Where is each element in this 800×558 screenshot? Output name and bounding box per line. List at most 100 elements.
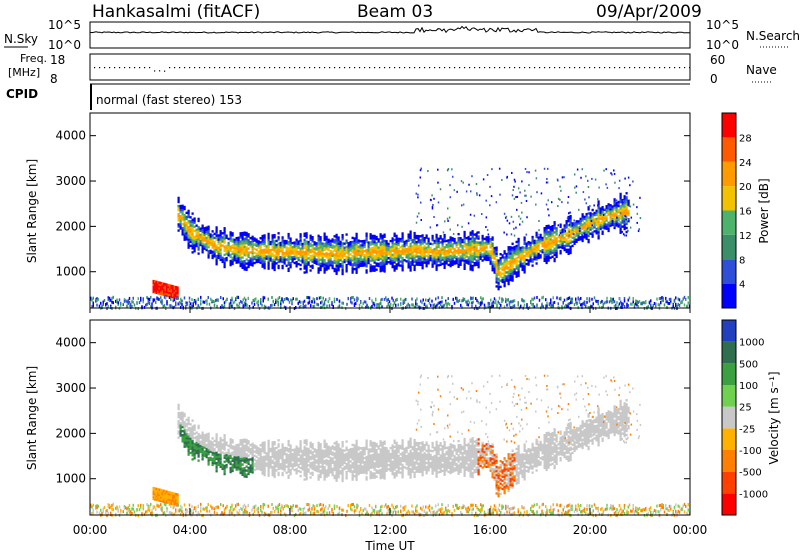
power-echo-cell [248,247,250,249]
velocity-echo-cell [178,404,180,406]
velocity-echo-cell [236,464,238,466]
velocity-echo-cell [200,441,202,443]
power-echo-cell [236,247,238,249]
power-echo-cell [342,242,344,244]
power-echo-cell [216,263,218,265]
velocity-echo-cell [240,470,242,472]
power-echo-cell [532,246,534,248]
power-clutter-cell [656,298,658,301]
velocity-echo-cell [282,451,284,453]
power-echo-cell [546,241,548,243]
power-clutter-cell [670,298,672,301]
power-echo-cell [510,273,512,275]
power-echo-cell [242,234,244,236]
power-echo-cell [286,248,288,250]
power-echo-cell [498,274,500,276]
power-clutter-cell [560,297,562,300]
freq-dot [664,67,665,68]
velocity-echo-cell [280,449,282,451]
power-echo-cell [338,251,340,253]
power-echo-cell [232,263,234,265]
power-echo-cell [306,259,308,261]
power-echo-cell [318,253,320,255]
power-echo-cell [398,238,400,240]
power-echo-cell [492,257,494,259]
power-echo-cell [426,249,428,251]
power-sparse-cell [519,191,521,193]
power-echo-cell [522,265,524,267]
power-sparse-cell [578,209,580,211]
power-echo-cell [516,245,518,247]
power-clutter-cell [309,296,311,299]
power-echo-cell [190,216,192,218]
power-echo-cell [486,252,488,254]
power-echo-cell [592,215,594,217]
power-echo-cell [524,249,526,251]
power-echo-cell [338,267,340,269]
power-sparse-cell [582,168,584,170]
power-echo-cell [614,204,616,206]
power-echo-cell [260,237,262,239]
power-clutter-cell [333,305,335,308]
velocity-echo-cell [212,460,214,462]
velocity-echo-cell [268,460,270,462]
power-echo-cell [384,264,386,266]
power-echo-cell [462,245,464,247]
velocity-echo-cell [196,450,198,452]
velocity-echo-cell [246,474,248,476]
power-echo-cell [268,261,270,263]
power-echo-cell [378,263,380,265]
power-echo-cell [424,247,426,249]
power-echo-cell [422,265,424,267]
power-clutter-cell [300,301,302,304]
power-sparse-cell [558,224,560,226]
power-echo-cell [276,256,278,258]
power-echo-cell [476,241,478,243]
power-echo-cell [194,219,196,221]
power-echo-cell [372,251,374,253]
power-echo-cell [558,244,560,246]
velocity-echo-cell [190,439,192,441]
power-echo-cell [250,245,252,247]
freq-dot [124,67,125,68]
power-clutter-cell [238,296,240,299]
freq-dot [554,67,555,68]
freq-dot [244,67,245,68]
power-echo-cell [370,249,372,251]
power-clutter-cell [318,303,320,306]
cpid-panel: CPID normal (fast stereo) 153 [6,84,690,110]
power-sparse-cell [515,196,517,198]
power-echo-cell [534,248,536,250]
freq-dot [544,67,545,68]
power-echo-cell [374,237,376,239]
power-echo-cell [466,255,468,257]
velocity-echo-cell [248,448,250,450]
power-echo-cell [208,240,210,242]
power-echo-cell [366,239,368,241]
velocity-echo-cell [232,451,234,453]
power-echo-cell [588,225,590,227]
power-echo-cell [290,258,292,260]
power-echo-cell [402,261,404,263]
power-sparse-cell [430,226,432,228]
power-echo-cell [324,247,326,249]
power-clutter-cell [473,297,475,300]
power-echo-cell [272,267,274,269]
power-echo-cell [592,231,594,233]
power-echo-cell [222,238,224,240]
power-echo-cell [528,241,530,243]
power-echo-cell [262,249,264,251]
power-echo-cell [574,236,576,238]
power-echo-cell [526,255,528,257]
power-echo-cell [608,211,610,213]
velocity-echo-cell [280,465,282,467]
velocity-echo-cell [244,471,246,473]
power-echo-cell [224,266,226,268]
velocity-echo-cell [202,432,204,434]
power-echo-cell [240,263,242,265]
power-echo-cell [584,236,586,238]
power-clutter-cell [138,297,140,300]
power-echo-cell [346,256,348,258]
velocity-echo-cell [284,459,286,461]
power-echo-cell [494,271,496,273]
